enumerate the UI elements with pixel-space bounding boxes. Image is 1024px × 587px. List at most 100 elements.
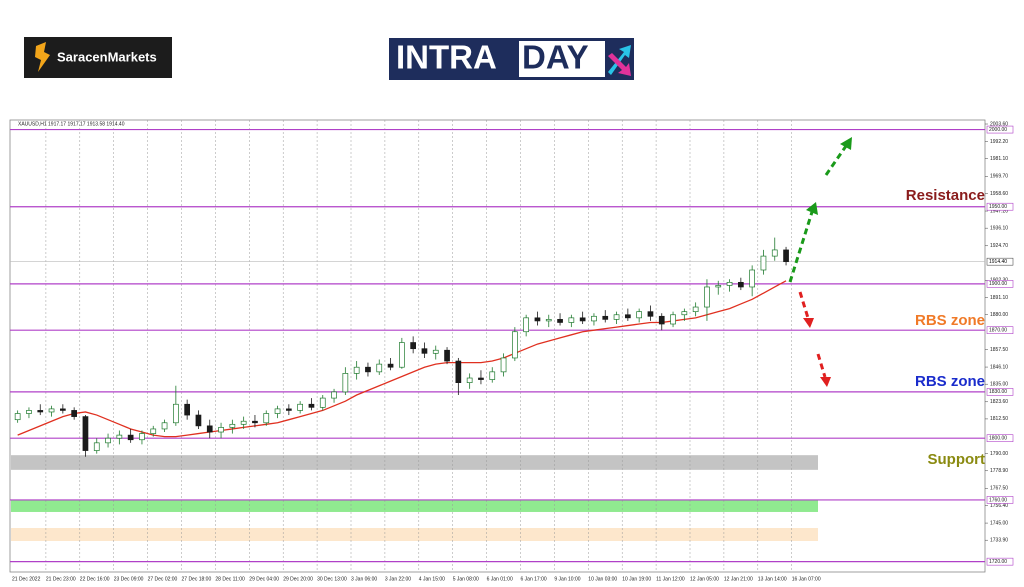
candle-body — [127, 434, 134, 441]
x-tick-label: 3 Jan 06:00 — [351, 576, 377, 582]
level-label: 1760.00 — [989, 497, 1007, 503]
candle-body — [670, 314, 676, 325]
zone — [11, 500, 818, 512]
x-tick-label: 27 Dec 02:00 — [148, 576, 178, 582]
candle-body — [692, 306, 699, 313]
level-label-box — [986, 557, 1014, 566]
candle-body — [636, 311, 643, 319]
x-tick-label: 30 Dec 13:00 — [317, 576, 347, 582]
annotation: Resistance — [906, 187, 985, 204]
candle-body — [624, 314, 631, 319]
candle-body — [602, 315, 609, 320]
arrow-head — [840, 137, 852, 150]
candle-body — [105, 437, 111, 444]
level-label-box — [986, 125, 1014, 134]
candle-body — [37, 410, 44, 413]
current-price-box — [986, 257, 1014, 266]
y-tick-label: 1857.50 — [990, 347, 1008, 353]
y-tick-label: 1767.50 — [990, 486, 1008, 492]
candle-body — [319, 397, 326, 408]
banner-right: DAY — [522, 39, 589, 76]
y-tick-label: 1891.10 — [990, 295, 1008, 301]
candle-body — [26, 410, 32, 414]
candle-body — [421, 348, 428, 354]
x-tick-label: 21 Dec 23:00 — [46, 576, 76, 582]
candle-body — [161, 422, 168, 430]
candle-body — [353, 366, 360, 374]
arrow-up — [824, 145, 848, 176]
candle-body — [365, 366, 371, 373]
candle-body — [715, 285, 722, 288]
level-label-box — [986, 388, 1014, 396]
candle-body — [48, 408, 55, 413]
banner-box — [519, 41, 605, 77]
candle-body — [274, 408, 281, 414]
x-tick-label: 6 Jan 17:00 — [521, 576, 547, 582]
candle-body — [771, 249, 778, 257]
y-tick-label: 1947.20 — [990, 208, 1008, 214]
annotation: RBS zone — [915, 312, 985, 329]
candle-body — [229, 423, 236, 428]
y-tick-label: 1880.00 — [990, 312, 1008, 318]
x-tick-label: 12 Jan 21:00 — [724, 576, 753, 582]
annotation: Support — [928, 451, 986, 468]
banner-arrow-up — [608, 45, 631, 75]
moving-average — [17, 280, 787, 438]
level-label-box — [986, 202, 1014, 211]
candle-body — [579, 317, 586, 322]
candle-body — [116, 434, 123, 439]
candle-body — [342, 373, 349, 393]
x-tick-label: 10 Jan 03:00 — [588, 576, 617, 582]
level-label: 2000.00 — [989, 127, 1007, 133]
banner-left: INTRA — [396, 39, 497, 76]
candle-body — [613, 314, 620, 320]
brand-name: SaracenMarkets — [57, 49, 157, 64]
candle-body — [297, 403, 303, 411]
candle-body — [59, 408, 66, 411]
level-label-box — [986, 280, 1014, 288]
banner-arrow-down — [608, 53, 631, 76]
candle-body — [252, 420, 258, 424]
y-tick-label: 1924.70 — [990, 243, 1008, 249]
y-tick-label: 1936.10 — [990, 226, 1008, 232]
candle-body — [511, 331, 518, 359]
candle-body — [455, 360, 462, 384]
y-tick-label: 1790.00 — [990, 451, 1008, 457]
y-tick-label: 1835.00 — [990, 382, 1008, 388]
level-label: 1800.00 — [989, 436, 1007, 442]
x-tick-label: 28 Dec 11:00 — [215, 576, 245, 582]
candle-body — [568, 317, 575, 323]
candle-body — [218, 427, 224, 433]
level-label-box — [986, 434, 1014, 443]
x-tick-label: 16 Jan 07:00 — [792, 576, 821, 582]
x-tick-label: 27 Dec 18:00 — [182, 576, 212, 582]
x-tick-label: 3 Jan 22:00 — [385, 576, 411, 582]
candle-body — [240, 420, 247, 425]
candle-body — [150, 428, 157, 434]
candle-body — [195, 414, 202, 427]
y-tick-label: 1958.60 — [990, 191, 1008, 197]
x-tick-label: 9 Jan 10:00 — [554, 576, 580, 582]
candle-body — [557, 319, 563, 323]
candle-body — [410, 342, 416, 350]
candle-body — [545, 319, 552, 322]
candle-body — [432, 349, 439, 354]
level-label: 1900.00 — [989, 281, 1007, 287]
y-tick-label: 1823.60 — [990, 399, 1008, 405]
y-tick-label: 1812.50 — [990, 416, 1008, 422]
x-tick-label: 29 Dec 20:00 — [283, 576, 313, 582]
x-tick-label: 21 Dec 2022 — [12, 576, 41, 582]
arrow-head — [820, 377, 831, 387]
candle-body — [647, 311, 654, 317]
candle-body — [387, 363, 394, 368]
candle-body — [139, 433, 145, 441]
brand-icon — [35, 42, 50, 72]
candle-body — [71, 410, 78, 417]
y-tick-label: 1981.10 — [990, 156, 1008, 162]
candle-body — [444, 349, 450, 362]
y-tick-label: 1969.70 — [990, 174, 1008, 180]
candle-body — [82, 416, 89, 451]
level-label-box — [986, 326, 1014, 334]
x-tick-label: 29 Dec 04:00 — [249, 576, 279, 582]
